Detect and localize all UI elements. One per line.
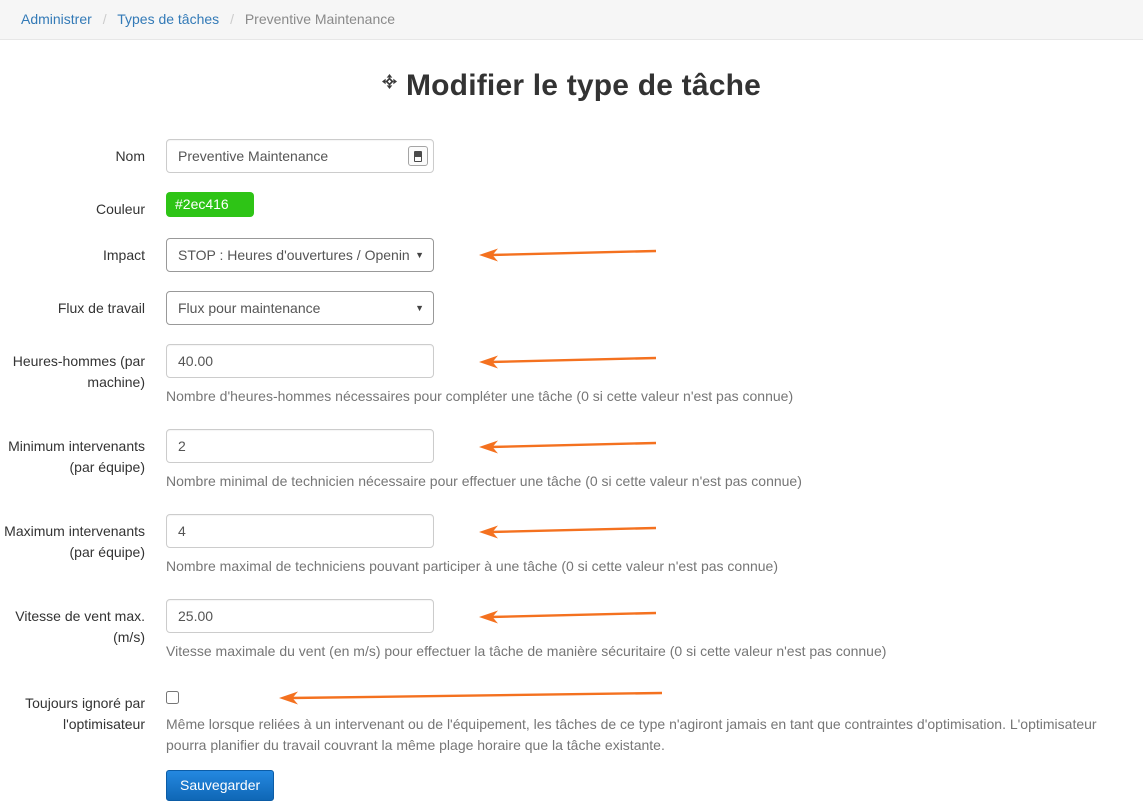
always-ignored-label: Toujours ignoré par l'optimisateur — [25, 695, 145, 732]
caret-down-icon: ▼ — [415, 250, 424, 261]
move-icon — [381, 74, 397, 89]
workflow-select[interactable]: Flux pour maintenance ▼ — [166, 291, 434, 326]
save-button[interactable]: Sauvegarder — [166, 770, 275, 802]
form-row-workflow: Flux de travail Flux pour maintenance ▼ — [0, 291, 1143, 326]
breadcrumb: Administrer / Types de tâches / Preventi… — [0, 0, 1143, 40]
page-title-text: Modifier le type de tâche — [405, 69, 762, 102]
form-row-max-workers: Maximum intervenants (par équipe) Nombre… — [0, 514, 1143, 577]
max-wind-speed-hint: Vitesse maximale du vent (en m/s) pour e… — [166, 643, 887, 660]
edit-task-type-form: Nom Couleur #2ec416 Impact STOP : Heures… — [0, 139, 1143, 802]
man-hours-hint: Nombre d'heures-hommes nécessaires pour … — [166, 388, 794, 405]
min-workers-hint: Nombre minimal de technicien nécessaire … — [166, 473, 802, 490]
form-row-save: Sauvegarder — [0, 770, 1143, 802]
form-row-min-workers: Minimum intervenants (par équipe) Nombre… — [0, 429, 1143, 492]
min-workers-input[interactable] — [166, 429, 434, 464]
max-wind-speed-input[interactable] — [166, 599, 434, 634]
man-hours-input[interactable] — [166, 344, 434, 379]
form-row-color: Couleur #2ec416 — [0, 192, 1143, 219]
always-ignored-checkbox[interactable] — [166, 691, 179, 705]
caret-down-icon: ▼ — [415, 303, 424, 314]
name-input[interactable] — [166, 139, 434, 173]
page-title: Modifier le type de tâche — [0, 69, 1143, 103]
form-row-name: Nom — [0, 139, 1143, 173]
color-swatch[interactable]: #2ec416 — [166, 192, 254, 217]
form-row-always-ignored: Toujours ignoré par l'optimisateur Même … — [0, 686, 1143, 756]
impact-select-value: STOP : Heures d'ouvertures / Openin — [178, 247, 410, 264]
breadcrumb-separator: / — [230, 11, 234, 27]
form-row-impact: Impact STOP : Heures d'ouvertures / Open… — [0, 238, 1143, 273]
max-workers-hint: Nombre maximal de techniciens pouvant pa… — [166, 558, 779, 575]
breadcrumb-link-administrer[interactable]: Administrer — [21, 11, 92, 27]
breadcrumb-current-page: Preventive Maintenance — [244, 11, 396, 27]
max-workers-input[interactable] — [166, 514, 434, 549]
form-row-max-wind-speed: Vitesse de vent max. (m/s) Vitesse maxim… — [0, 599, 1143, 662]
breadcrumb-separator: / — [102, 11, 107, 27]
impact-label: Impact — [102, 247, 145, 264]
max-wind-speed-label: Vitesse de vent max. (m/s) — [15, 608, 145, 645]
min-workers-label: Minimum intervenants (par équipe) — [8, 438, 145, 475]
breadcrumb-link-types-de-taches[interactable]: Types de tâches — [117, 11, 220, 27]
form-row-man-hours: Heures-hommes (par machine) Nombre d'heu… — [0, 344, 1143, 407]
always-ignored-hint: Même lorsque reliées à un intervenant ou… — [166, 716, 1097, 754]
man-hours-label: Heures-hommes (par machine) — [12, 353, 145, 390]
impact-select[interactable]: STOP : Heures d'ouvertures / Openin ▼ — [166, 238, 434, 273]
workflow-select-value: Flux pour maintenance — [178, 300, 321, 317]
autofill-extension-icon[interactable] — [408, 146, 428, 166]
color-label: Couleur — [95, 201, 145, 217]
workflow-label: Flux de travail — [57, 300, 145, 317]
max-workers-label: Maximum intervenants (par équipe) — [4, 523, 145, 560]
name-label: Nom — [115, 148, 145, 164]
